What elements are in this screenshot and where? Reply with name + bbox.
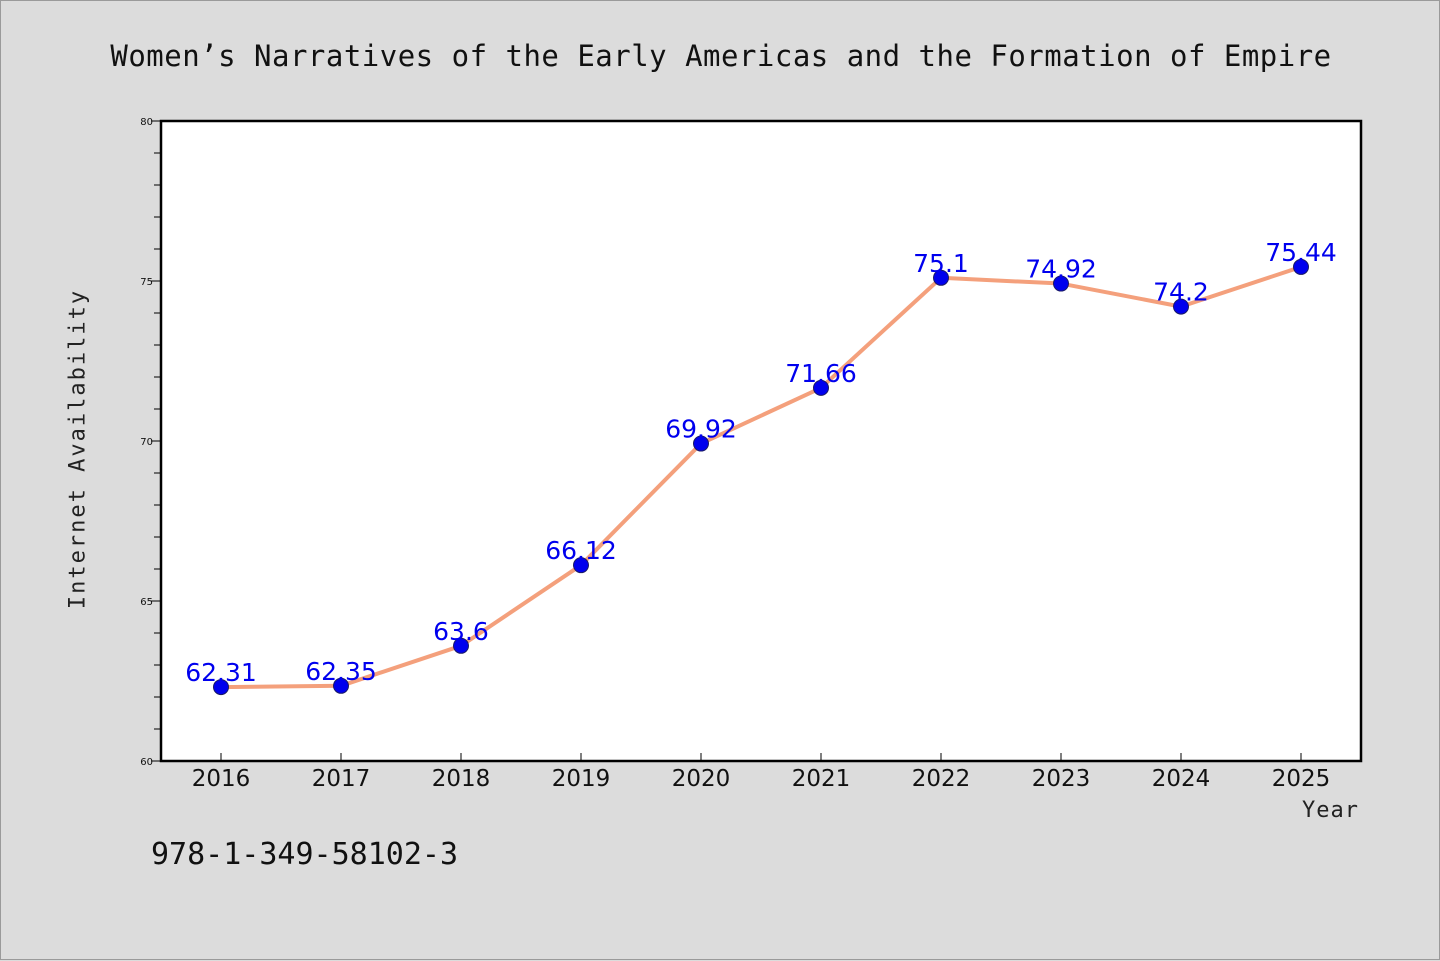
data-label: 74.92 bbox=[1025, 255, 1097, 284]
data-label: 63.6 bbox=[433, 617, 489, 646]
series-line bbox=[219, 264, 1303, 690]
y-tick-label: 75 bbox=[140, 277, 153, 288]
data-point bbox=[573, 557, 589, 574]
x-tick-label: 2024 bbox=[1152, 766, 1211, 792]
data-label: 66.12 bbox=[545, 536, 617, 565]
data-point bbox=[693, 435, 709, 452]
data-point bbox=[213, 679, 229, 696]
data-point bbox=[933, 269, 949, 286]
x-tick-label: 2019 bbox=[552, 766, 611, 792]
data-label: 69.92 bbox=[665, 415, 737, 444]
data-label: 75.44 bbox=[1265, 238, 1337, 267]
x-axis-label: Year bbox=[1302, 798, 1359, 823]
data-labels: 62.31 62.35 63.6 66.12 69.92 71.66 75.1 74.92 74… bbox=[185, 238, 1337, 687]
y-tick-label: 70 bbox=[140, 437, 153, 448]
x-tick-label: 2020 bbox=[672, 766, 731, 792]
data-label: 62.35 bbox=[305, 657, 377, 686]
data-point bbox=[333, 677, 349, 694]
x-ticks: 2016 2017 2018 2019 2020 2021 2022 2023 2024 2025 bbox=[192, 753, 1331, 792]
y-tick-label: 65 bbox=[140, 597, 153, 608]
data-point bbox=[1053, 275, 1069, 292]
y-tick-label: 80 bbox=[140, 117, 153, 128]
x-tick-label: 2023 bbox=[1032, 766, 1091, 792]
x-tick-label: 2025 bbox=[1272, 766, 1331, 792]
data-label: 71.66 bbox=[785, 359, 857, 388]
x-tick-label: 2021 bbox=[792, 766, 851, 792]
data-point bbox=[813, 379, 829, 396]
data-point bbox=[1173, 298, 1189, 315]
x-tick-label: 2018 bbox=[432, 766, 491, 792]
data-label: 62.31 bbox=[185, 658, 257, 687]
data-label: 74.2 bbox=[1153, 278, 1209, 307]
chart-title: Women’s Narratives of the Early Americas… bbox=[110, 39, 1332, 73]
x-tick-label: 2016 bbox=[192, 766, 251, 792]
plot-area bbox=[159, 119, 1363, 763]
y-ticks: 60 65 70 75 80 bbox=[140, 117, 161, 768]
x-tick-label: 2017 bbox=[312, 766, 371, 792]
data-label: 75.1 bbox=[913, 249, 969, 278]
data-point bbox=[1293, 258, 1309, 275]
x-tick-label: 2022 bbox=[912, 766, 971, 792]
y-tick-label: 60 bbox=[140, 757, 153, 768]
series-group bbox=[213, 258, 1309, 696]
isbn-text: 978-1-349-58102-3 bbox=[151, 837, 459, 872]
data-point bbox=[453, 637, 469, 654]
